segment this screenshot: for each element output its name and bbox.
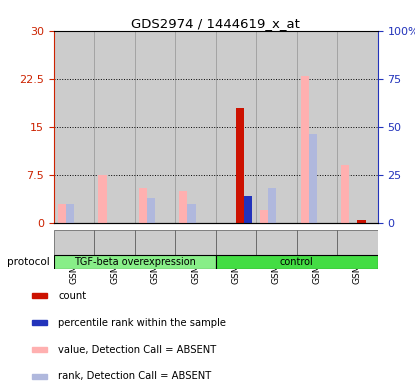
Bar <box>32 374 47 379</box>
Bar <box>135 31 176 223</box>
Bar <box>216 230 256 255</box>
Text: percentile rank within the sample: percentile rank within the sample <box>58 318 226 328</box>
Bar <box>176 230 216 255</box>
Bar <box>301 76 309 223</box>
Bar <box>236 108 244 223</box>
Bar <box>297 230 337 255</box>
Bar <box>357 220 366 223</box>
Bar <box>309 134 317 223</box>
Bar <box>256 31 297 223</box>
Text: TGF-beta overexpression: TGF-beta overexpression <box>74 257 196 267</box>
Text: count: count <box>58 291 86 301</box>
Bar <box>337 31 378 223</box>
Bar <box>32 293 47 298</box>
Bar <box>269 188 276 223</box>
Bar <box>95 230 135 255</box>
Bar <box>32 347 47 352</box>
Text: control: control <box>280 257 314 267</box>
Bar <box>95 31 135 223</box>
Bar <box>32 320 47 325</box>
Bar <box>58 204 66 223</box>
Bar <box>176 31 216 223</box>
Text: rank, Detection Call = ABSENT: rank, Detection Call = ABSENT <box>58 371 211 381</box>
Bar <box>66 204 74 223</box>
Bar <box>54 31 95 223</box>
Bar <box>147 198 155 223</box>
Bar <box>216 31 256 223</box>
Bar <box>179 191 188 223</box>
Bar <box>98 175 107 223</box>
Bar <box>244 196 252 223</box>
Bar <box>260 210 269 223</box>
Bar <box>337 230 378 255</box>
Bar <box>135 230 176 255</box>
Bar <box>256 230 297 255</box>
Bar <box>188 204 195 223</box>
Text: protocol: protocol <box>7 257 50 267</box>
Text: value, Detection Call = ABSENT: value, Detection Call = ABSENT <box>58 344 216 354</box>
Bar <box>297 31 337 223</box>
Title: GDS2974 / 1444619_x_at: GDS2974 / 1444619_x_at <box>132 17 300 30</box>
Bar <box>139 187 147 223</box>
Bar <box>54 230 95 255</box>
Bar <box>54 255 216 269</box>
Bar <box>216 255 378 269</box>
Bar <box>341 165 349 223</box>
